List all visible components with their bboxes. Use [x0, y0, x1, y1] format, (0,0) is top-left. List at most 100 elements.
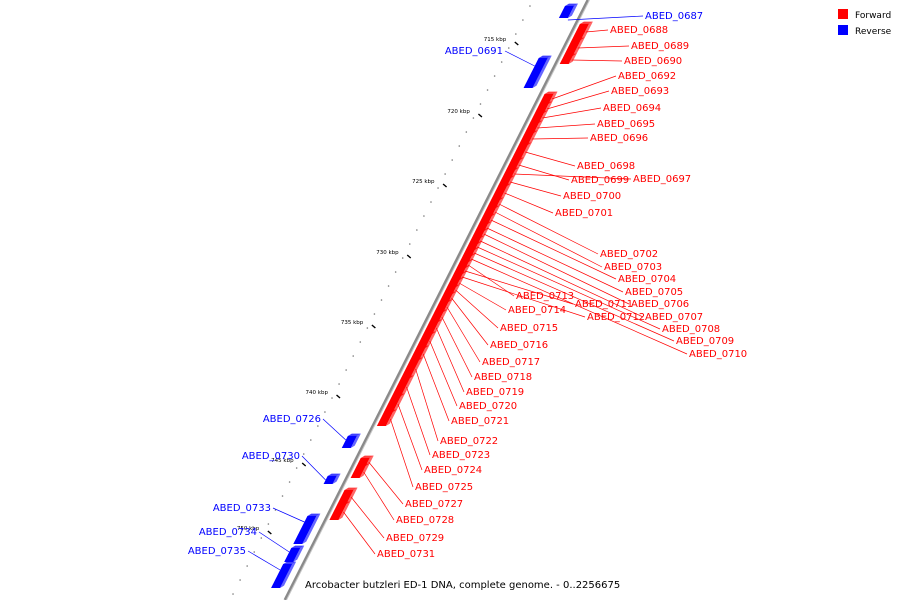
- forward-gene-label[interactable]: ABED_0702: [600, 249, 658, 260]
- forward-gene-label[interactable]: ABED_0692: [618, 71, 676, 82]
- forward-gene-label[interactable]: ABED_0694: [603, 103, 661, 114]
- forward-gene-block[interactable]: [529, 110, 548, 123]
- reverse-gene-block[interactable]: [284, 545, 305, 562]
- forward-gene-block[interactable]: [383, 393, 406, 412]
- reverse-gene-block[interactable]: [293, 513, 321, 544]
- forward-gene-block[interactable]: [498, 175, 516, 186]
- leader-line: [462, 276, 586, 318]
- reverse-gene-label[interactable]: ABED_0735: [188, 546, 246, 557]
- forward-gene-label[interactable]: ABED_0727: [405, 499, 463, 510]
- reverse-gene-block[interactable]: [558, 3, 578, 18]
- forward-gene-block[interactable]: [491, 183, 512, 200]
- leader-line: [301, 455, 326, 481]
- forward-gene-label[interactable]: ABED_0711: [575, 299, 633, 310]
- forward-gene-block[interactable]: [559, 53, 577, 64]
- forward-gene-label[interactable]: ABED_0693: [611, 86, 669, 97]
- leader-line: [415, 368, 439, 442]
- genome-backbone: [283, 0, 590, 600]
- reverse-gene-block[interactable]: [523, 55, 552, 88]
- forward-gene-label[interactable]: ABED_0701: [555, 208, 613, 219]
- leader-line: [467, 264, 515, 297]
- forward-gene-label[interactable]: ABED_0708: [662, 324, 720, 335]
- reverse-gene-label[interactable]: ABED_0687: [645, 11, 703, 22]
- forward-gene-label[interactable]: ABED_0706: [631, 299, 689, 310]
- reverse-gene-block[interactable]: [271, 561, 297, 588]
- forward-gene-block[interactable]: [571, 21, 593, 40]
- forward-gene-label[interactable]: ABED_0710: [689, 349, 747, 360]
- forward-gene-label[interactable]: ABED_0715: [500, 323, 558, 334]
- forward-gene-block[interactable]: [392, 375, 415, 396]
- forward-gene-block[interactable]: [350, 463, 370, 478]
- forward-gene-label[interactable]: ABED_0713: [516, 291, 574, 302]
- forward-gene-label[interactable]: ABED_0689: [631, 41, 689, 52]
- forward-gene-label[interactable]: ABED_0712: [587, 312, 645, 323]
- forward-gene-block[interactable]: [410, 345, 430, 360]
- reverse-gene-block[interactable]: [323, 473, 341, 484]
- forward-gene-block[interactable]: [401, 357, 424, 378]
- forward-gene-label[interactable]: ABED_0728: [396, 515, 454, 526]
- forward-gene-label[interactable]: ABED_0725: [415, 482, 473, 493]
- forward-gene-label[interactable]: ABED_0709: [676, 336, 734, 347]
- reverse-gene-label[interactable]: ABED_0726: [263, 414, 321, 425]
- scale-label: 730 kbp: [376, 250, 399, 256]
- scale-dot: [253, 551, 256, 553]
- forward-gene-block[interactable]: [511, 142, 532, 160]
- scale-dot: [310, 439, 312, 441]
- forward-gene-label[interactable]: ABED_0723: [432, 450, 490, 461]
- forward-gene-block[interactable]: [534, 101, 553, 113]
- forward-gene-label[interactable]: ABED_0721: [451, 416, 509, 427]
- scale-label: 720 kbp: [447, 109, 470, 115]
- reverse-gene-label[interactable]: ABED_0734: [199, 527, 257, 538]
- forward-gene-label[interactable]: ABED_0699: [571, 175, 629, 186]
- genome-caption: Arcobacter butzleri ED-1 DNA, complete g…: [305, 580, 620, 591]
- scale-dot: [366, 327, 369, 329]
- reverse-gene-label[interactable]: ABED_0733: [213, 503, 271, 514]
- forward-gene-label[interactable]: ABED_0717: [482, 357, 540, 368]
- leader-line: [363, 471, 395, 521]
- forward-gene-label[interactable]: ABED_0716: [490, 340, 548, 351]
- reverse-gene-label[interactable]: ABED_0691: [445, 46, 503, 57]
- forward-gene-block[interactable]: [539, 91, 558, 104]
- leader-lines: [247, 15, 688, 571]
- forward-gene-label[interactable]: ABED_0700: [563, 191, 621, 202]
- forward-gene-label[interactable]: ABED_0731: [377, 549, 435, 560]
- scale-dot: [408, 243, 411, 245]
- forward-gene-label[interactable]: ABED_0707: [645, 312, 703, 323]
- forward-gene-label[interactable]: ABED_0720: [459, 401, 517, 412]
- forward-gene-block[interactable]: [506, 157, 525, 170]
- forward-gene-label[interactable]: ABED_0724: [424, 465, 482, 476]
- leader-line: [436, 327, 465, 393]
- forward-gene-label[interactable]: ABED_0714: [508, 305, 566, 316]
- forward-gene-label[interactable]: ABED_0718: [474, 372, 532, 383]
- forward-gene-block[interactable]: [563, 37, 585, 56]
- forward-gene-label[interactable]: ABED_0690: [624, 56, 682, 67]
- forward-gene-block[interactable]: [416, 331, 437, 348]
- reverse-gene-block[interactable]: [341, 433, 361, 448]
- reverse-gene-label[interactable]: ABED_0730: [242, 451, 300, 462]
- forward-gene-label[interactable]: ABED_0696: [590, 133, 648, 144]
- forward-gene-label[interactable]: ABED_0722: [440, 436, 498, 447]
- forward-gene-block[interactable]: [329, 501, 351, 520]
- forward-gene-label[interactable]: ABED_0703: [604, 262, 662, 273]
- forward-gene-block[interactable]: [429, 309, 448, 322]
- leader-line: [465, 270, 574, 305]
- forward-gene-label[interactable]: ABED_0729: [386, 533, 444, 544]
- forward-gene-label[interactable]: ABED_0697: [633, 174, 691, 185]
- forward-gene-label[interactable]: ABED_0698: [577, 161, 635, 172]
- gene-blocks: [271, 3, 593, 588]
- forward-gene-block[interactable]: [524, 120, 543, 133]
- forward-gene-label[interactable]: ABED_0688: [610, 25, 668, 36]
- leader-line: [585, 29, 609, 33]
- forward-gene-block[interactable]: [434, 299, 453, 312]
- forward-gene-label[interactable]: ABED_0705: [625, 287, 683, 298]
- forward-gene-block[interactable]: [518, 130, 538, 145]
- forward-gene-label[interactable]: ABED_0695: [597, 119, 655, 130]
- forward-gene-block[interactable]: [423, 319, 443, 334]
- forward-gene-label[interactable]: ABED_0704: [618, 274, 676, 285]
- forward-gene-block[interactable]: [337, 487, 358, 504]
- scale-tick: [514, 41, 519, 46]
- forward-gene-block[interactable]: [376, 409, 397, 426]
- forward-gene-block[interactable]: [486, 197, 504, 208]
- forward-gene-label[interactable]: ABED_0719: [466, 387, 524, 398]
- scale-dot: [522, 19, 524, 21]
